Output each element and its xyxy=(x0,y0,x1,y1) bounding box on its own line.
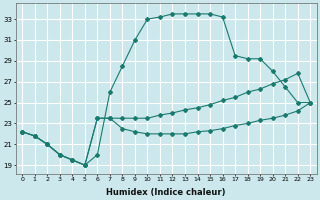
X-axis label: Humidex (Indice chaleur): Humidex (Indice chaleur) xyxy=(107,188,226,197)
